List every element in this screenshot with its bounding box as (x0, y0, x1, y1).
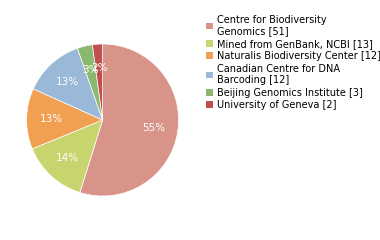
Text: 3%: 3% (82, 65, 99, 75)
Wedge shape (33, 48, 103, 120)
Text: 55%: 55% (142, 123, 165, 133)
Wedge shape (78, 45, 103, 120)
Text: 13%: 13% (40, 114, 62, 124)
Wedge shape (32, 120, 103, 192)
Text: 14%: 14% (56, 153, 79, 163)
Text: 13%: 13% (56, 77, 79, 87)
Text: 2%: 2% (91, 63, 108, 73)
Legend: Centre for Biodiversity
Genomics [51], Mined from GenBank, NCBI [13], Naturalis : Centre for Biodiversity Genomics [51], M… (206, 15, 380, 110)
Wedge shape (80, 44, 179, 196)
Wedge shape (92, 44, 103, 120)
Wedge shape (27, 89, 103, 149)
